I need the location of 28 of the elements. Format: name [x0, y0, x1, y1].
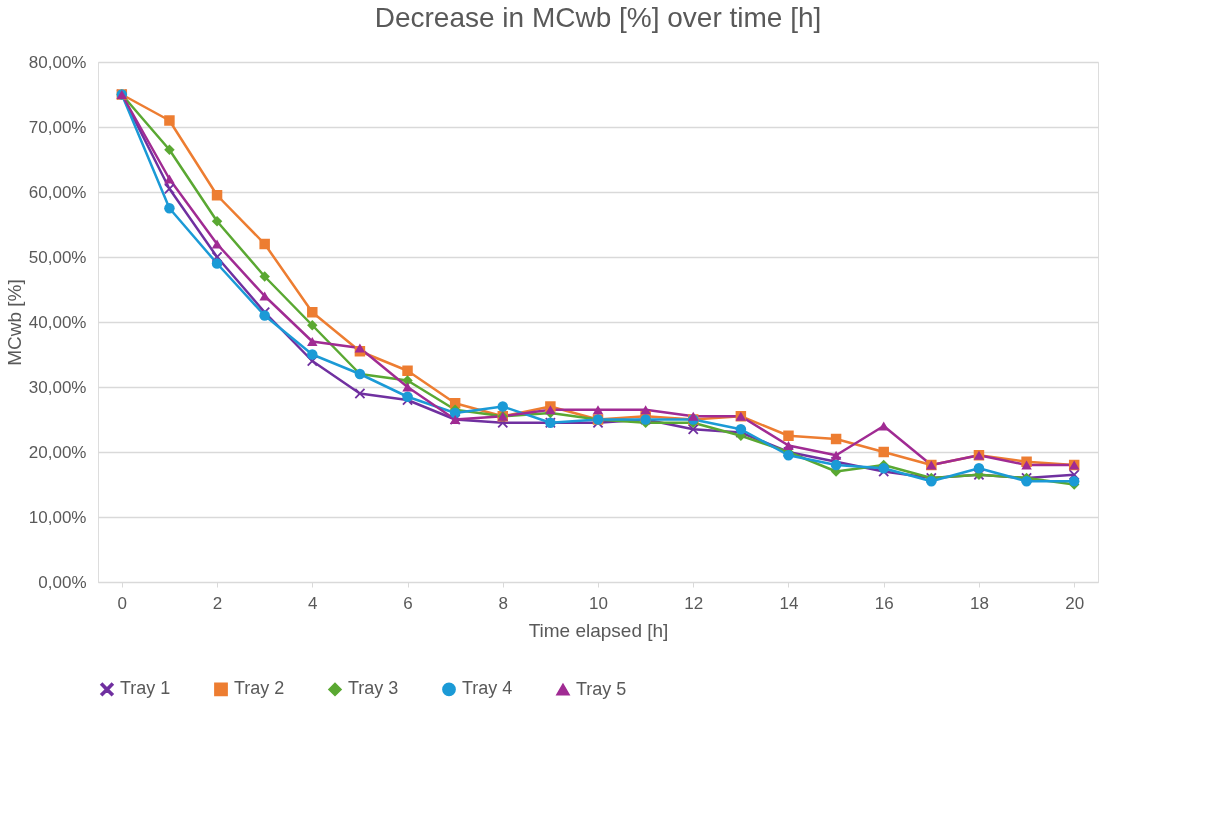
legend-label: Tray 3	[348, 678, 399, 699]
x-tick-label: 10	[589, 593, 608, 613]
legend-label: Tray 4	[462, 678, 513, 699]
y-axis-title: MCwb [%]	[3, 279, 25, 366]
y-tick-label: 30,00%	[28, 377, 87, 397]
legend-label: Tray 5	[576, 678, 627, 699]
y-tick-label: 20,00%	[28, 442, 87, 462]
x-tick-label: 12	[684, 593, 704, 613]
x-tick-label: 16	[874, 593, 894, 613]
y-tick-label: 0,00%	[38, 572, 87, 592]
y-tick-label: 10,00%	[28, 507, 87, 527]
legend-label: Tray 2	[234, 678, 285, 699]
x-tick-label: 18	[969, 593, 989, 613]
chart-title: Decrease in MCwb [%] over time [h]	[374, 2, 822, 33]
x-tick-label: 4	[308, 593, 318, 613]
legend-label: Tray 1	[120, 678, 171, 699]
x-tick-label: 20	[1065, 593, 1085, 613]
x-tick-label: 8	[498, 593, 508, 613]
x-tick-label: 0	[117, 593, 128, 613]
x-tick-label: 2	[212, 593, 223, 613]
x-tick-label: 6	[403, 593, 413, 613]
y-tick-label: 60,00%	[28, 182, 87, 202]
y-tick-label: 80,00%	[28, 52, 87, 72]
y-tick-label: 50,00%	[28, 247, 87, 267]
x-axis-title: Time elapsed [h]	[528, 619, 669, 641]
y-tick-label: 40,00%	[28, 312, 87, 332]
y-tick-label: 70,00%	[28, 117, 87, 137]
x-tick-label: 14	[779, 593, 799, 613]
